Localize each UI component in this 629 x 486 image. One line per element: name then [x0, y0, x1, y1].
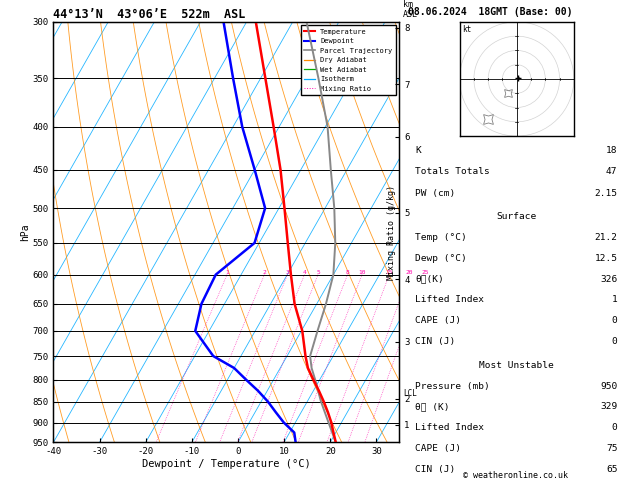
Text: 18: 18: [606, 146, 618, 155]
Text: LCL: LCL: [404, 388, 418, 398]
Text: CIN (J): CIN (J): [415, 337, 455, 346]
Text: K: K: [415, 146, 421, 155]
Text: 65: 65: [606, 465, 618, 474]
Text: 326: 326: [600, 275, 618, 284]
Text: km
ASL: km ASL: [403, 0, 418, 19]
Text: Mixing Ratio (g/kg): Mixing Ratio (g/kg): [387, 185, 396, 279]
Text: 4: 4: [303, 270, 306, 275]
Text: θᴄ (K): θᴄ (K): [415, 402, 450, 411]
Text: 329: 329: [600, 402, 618, 411]
Text: 75: 75: [606, 444, 618, 453]
Text: 47: 47: [606, 167, 618, 176]
Text: 21.2: 21.2: [594, 233, 618, 242]
Legend: Temperature, Dewpoint, Parcel Trajectory, Dry Adiabat, Wet Adiabat, Isotherm, Mi: Temperature, Dewpoint, Parcel Trajectory…: [301, 25, 396, 95]
Text: 1: 1: [612, 295, 618, 304]
Text: 8: 8: [346, 270, 350, 275]
Text: Pressure (mb): Pressure (mb): [415, 382, 490, 391]
Y-axis label: hPa: hPa: [19, 223, 30, 241]
Text: Totals Totals: Totals Totals: [415, 167, 490, 176]
Text: Temp (°C): Temp (°C): [415, 233, 467, 242]
Text: kt: kt: [462, 25, 471, 35]
Text: Surface: Surface: [496, 212, 537, 222]
Text: 0: 0: [612, 423, 618, 432]
Text: 5: 5: [316, 270, 320, 275]
Text: 12.5: 12.5: [594, 254, 618, 263]
Text: 15: 15: [386, 270, 393, 275]
Text: 2: 2: [262, 270, 266, 275]
Text: CAPE (J): CAPE (J): [415, 444, 461, 453]
X-axis label: Dewpoint / Temperature (°C): Dewpoint / Temperature (°C): [142, 459, 311, 469]
Text: θᴄ(K): θᴄ(K): [415, 275, 444, 284]
Text: 2.15: 2.15: [594, 189, 618, 197]
Text: CIN (J): CIN (J): [415, 465, 455, 474]
Text: 0: 0: [612, 337, 618, 346]
Text: 44°13’N  43°06’E  522m  ASL: 44°13’N 43°06’E 522m ASL: [53, 8, 246, 21]
Text: 1: 1: [225, 270, 229, 275]
Text: © weatheronline.co.uk: © weatheronline.co.uk: [463, 471, 567, 480]
Text: 10: 10: [359, 270, 366, 275]
Text: 25: 25: [421, 270, 429, 275]
Text: 3: 3: [286, 270, 289, 275]
Text: 08.06.2024  18GMT (Base: 00): 08.06.2024 18GMT (Base: 00): [408, 7, 572, 17]
Text: Lifted Index: Lifted Index: [415, 423, 484, 432]
Text: Most Unstable: Most Unstable: [479, 361, 554, 370]
Text: 0: 0: [612, 316, 618, 325]
Text: Lifted Index: Lifted Index: [415, 295, 484, 304]
Text: PW (cm): PW (cm): [415, 189, 455, 197]
Text: 20: 20: [406, 270, 413, 275]
Text: CAPE (J): CAPE (J): [415, 316, 461, 325]
Text: 950: 950: [600, 382, 618, 391]
Text: Dewp (°C): Dewp (°C): [415, 254, 467, 263]
